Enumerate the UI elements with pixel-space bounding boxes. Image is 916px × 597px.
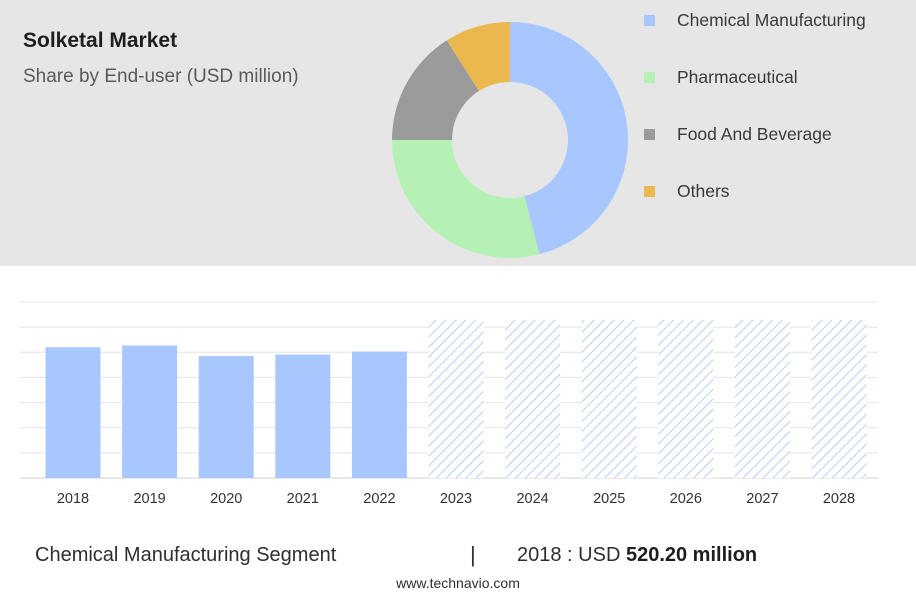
legend-item: Pharmaceutical	[644, 65, 798, 89]
legend-item: Chemical Manufacturing	[644, 8, 866, 32]
footer-segment: Chemical Manufacturing Segment	[35, 544, 337, 566]
legend-label: Food And Beverage	[677, 123, 832, 144]
source-link[interactable]: www.technavio.com	[396, 575, 520, 591]
x-tick-label: 2018	[57, 491, 89, 507]
donut-chart	[392, 22, 629, 258]
x-tick-label: 2027	[746, 491, 778, 507]
bar-2020	[198, 356, 254, 478]
legend-item: Others	[644, 179, 730, 203]
x-tick-label: 2022	[363, 491, 395, 507]
forecast-bar-2027	[734, 320, 790, 478]
bar-2019	[122, 345, 178, 478]
bar-2021	[275, 354, 331, 478]
legend-label: Chemical Manufacturing	[677, 9, 866, 30]
x-tick-label: 2021	[287, 491, 319, 507]
chart-title: Solketal Market	[23, 29, 178, 52]
footer-value: 2018 : USD 520.20 million	[517, 544, 757, 567]
forecast-bar-2025	[581, 320, 637, 478]
footer-separator: |	[470, 542, 476, 567]
donut-slice-food-and-beverage	[392, 40, 479, 140]
donut-slice-pharmaceutical	[392, 140, 540, 258]
legend-swatch	[644, 71, 655, 83]
x-tick-label: 2019	[133, 491, 165, 507]
legend-label: Pharmaceutical	[677, 66, 798, 87]
legend-swatch	[644, 14, 655, 26]
donut-slice-chemical-manufacturing	[510, 22, 629, 255]
bar-2022	[351, 351, 407, 478]
x-tick-label: 2025	[593, 491, 625, 507]
forecast-bar-2026	[658, 320, 714, 478]
x-tick-label: 2024	[516, 491, 548, 507]
forecast-bar-2028	[811, 320, 867, 478]
donut-slice-others	[446, 22, 510, 92]
forecast-bar-2024	[505, 320, 561, 478]
forecast-bar-2023	[428, 320, 484, 478]
x-tick-label: 2028	[823, 491, 855, 507]
x-tick-label: 2026	[670, 491, 702, 507]
x-tick-label: 2023	[440, 491, 472, 507]
x-tick-label: 2020	[210, 491, 242, 507]
footer-value-number: 520.20 million	[625, 544, 758, 566]
legend-label: Others	[677, 180, 730, 201]
legend-swatch	[644, 185, 655, 197]
footer-year-label: 2018 : USD	[517, 544, 621, 566]
legend-item: Food And Beverage	[644, 122, 832, 146]
chart-subtitle: Share by End-user (USD million)	[23, 66, 299, 87]
bar-chart: 2018 2019 2020 2021 2022 2023 2024 2025 2026 2027…	[20, 301, 878, 507]
bar-2018	[45, 347, 101, 478]
legend-swatch	[644, 128, 655, 140]
